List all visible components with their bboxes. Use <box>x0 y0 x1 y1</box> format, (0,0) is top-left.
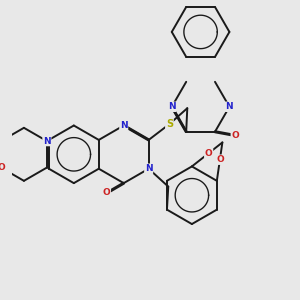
Text: O: O <box>216 155 224 164</box>
Text: O: O <box>0 163 5 172</box>
Text: N: N <box>120 121 127 130</box>
Text: N: N <box>145 164 152 173</box>
Text: O: O <box>205 149 212 158</box>
Text: N: N <box>168 102 176 111</box>
Text: N: N <box>226 102 233 111</box>
Text: O: O <box>231 131 239 140</box>
Text: N: N <box>43 136 51 146</box>
Text: S: S <box>166 119 173 129</box>
Text: O: O <box>103 188 110 197</box>
